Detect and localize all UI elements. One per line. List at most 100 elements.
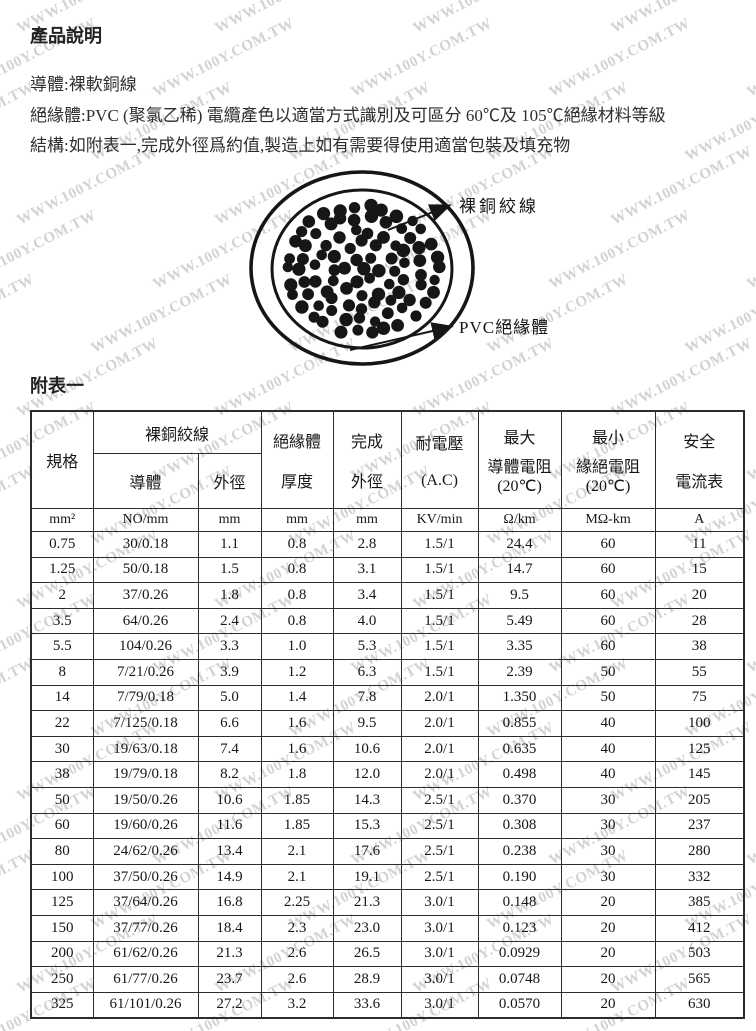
table-cell: 0.75 xyxy=(30,531,94,558)
copper-strand xyxy=(404,232,417,244)
table-cell: 19/50/0.26 xyxy=(92,786,199,814)
copper-strand xyxy=(369,239,382,252)
table-cell: 200 xyxy=(30,940,94,968)
header-row-2: 導體 外徑 xyxy=(31,453,744,509)
table-cell: 6.3 xyxy=(332,658,402,686)
table-cell: 3.1 xyxy=(332,556,402,584)
copper-strand xyxy=(389,209,404,224)
copper-strand xyxy=(415,279,427,291)
copper-strand xyxy=(412,241,426,255)
table-row: 60 19/60/0.26 11.6 1.85 15.3 2.5/1 0.308 30 237 xyxy=(30,812,745,840)
table-row: 3.5 64/0.26 2.4 0.8 4.0 1.5/1 5.49 60 28 xyxy=(30,607,745,635)
copper-strand xyxy=(403,293,416,307)
copper-strand xyxy=(379,216,393,229)
table-row: 80 24/62/0.26 13.4 2.1 17.6 2.5/1 0.238 30 280 xyxy=(30,838,745,865)
copper-strand xyxy=(298,276,311,288)
table-cell: 14 xyxy=(30,684,94,712)
table-cell: 20 xyxy=(560,940,656,968)
cable-cross-section-diagram: 裸銅絞線 PVC絕緣體 xyxy=(249,170,548,366)
table-cell: 30 xyxy=(560,863,656,891)
table-cell: 22 xyxy=(30,710,94,737)
copper-strand xyxy=(357,262,371,276)
table-cell: 1.6 xyxy=(260,735,334,763)
table-cell: 0.370 xyxy=(477,786,562,814)
description-line: 導體:裸軟銅線 xyxy=(30,75,137,94)
copper-strand xyxy=(320,239,332,252)
table-cell: 412 xyxy=(654,914,745,942)
table-cell: 2.39 xyxy=(477,658,562,686)
table-row: 325 61/101/0.26 27.2 3.2 33.6 3.0/1 0.0570 20 63… xyxy=(30,991,745,1019)
table-cell: 3.35 xyxy=(477,633,562,660)
table-cell: 7/79/0.18 xyxy=(92,684,199,712)
header-row-1: 規格 裸銅絞線 絕緣體 厚度 完成 外徑 xyxy=(30,410,745,509)
table-cell: 50 xyxy=(560,658,656,686)
table-cell: 325 xyxy=(30,991,94,1019)
copper-strand xyxy=(328,264,341,276)
table-cell: 0.238 xyxy=(477,838,562,865)
units-row: mm² NO/mm mm mm mm KV/min Ω/km MΩ-km A xyxy=(30,508,745,532)
table-cell: 19/79/0.18 xyxy=(92,761,199,788)
copper-strand xyxy=(364,272,375,284)
table-cell: 21.3 xyxy=(197,940,262,968)
copper-strand xyxy=(333,204,347,218)
table-cell: 125 xyxy=(654,735,745,763)
table-cell: 37/77/0.26 xyxy=(92,914,199,942)
table-cell: 1.5/1 xyxy=(400,582,479,609)
table-cell: 30 xyxy=(560,812,656,840)
table-cell: 14.9 xyxy=(197,863,262,891)
table-cell: 2 xyxy=(30,582,94,609)
table-cell: 2.25 xyxy=(260,889,334,916)
col-label: 外徑 xyxy=(351,474,384,491)
unit-cell: mm xyxy=(197,508,262,532)
col-insulation-thickness: 絕緣體 厚度 xyxy=(260,410,334,509)
table-cell: 2.1 xyxy=(260,838,334,865)
table-cell: 21.3 xyxy=(332,889,402,916)
table-cell: 0.8 xyxy=(260,582,334,609)
copper-strand xyxy=(364,209,379,223)
col-withstand-voltage: 耐電壓 (A.C) xyxy=(400,410,479,509)
table-cell: 280 xyxy=(654,838,745,865)
table-cell: 630 xyxy=(654,991,745,1019)
copper-strand xyxy=(284,253,295,265)
table-cell: 5.5 xyxy=(30,633,94,660)
table-cell: 6.6 xyxy=(197,710,262,737)
copper-strand xyxy=(282,261,293,273)
col-spec: 規格 xyxy=(30,410,94,509)
table-cell: 37/0.26 xyxy=(92,582,199,609)
table-body: 0.75 30/0.18 1.1 0.8 2.8 1.5/1 24.4 60 11 1.25 50/… xyxy=(30,531,745,1019)
copper-strand-dots xyxy=(282,198,446,339)
core-arrow xyxy=(387,204,452,231)
copper-strand xyxy=(350,253,363,267)
table-cell: 125 xyxy=(30,889,94,916)
col-conductor-od: 外徑 xyxy=(197,453,262,509)
col-label: 絕緣體 xyxy=(273,434,322,451)
table-cell: 0.635 xyxy=(477,735,562,763)
table-cell: 60 xyxy=(560,607,656,635)
copper-strand xyxy=(309,259,321,270)
unit-cell: A xyxy=(654,508,745,532)
copper-strand xyxy=(430,250,445,264)
table-cell: 2.1 xyxy=(260,863,334,891)
table-header: 規格 裸銅絞線 絕緣體 厚度 完成 外徑 xyxy=(30,410,745,532)
copper-strand xyxy=(316,315,329,328)
col-min-insulation-resistance: 最小 緣絕電阻 (20℃) xyxy=(560,410,656,509)
description-line: 絕緣體:PVC (聚氯乙稀) 電纜產色以適當方式識別及可區分 60℃及 105℃… xyxy=(30,106,666,125)
unit-cell: NO/mm xyxy=(92,508,199,532)
table-cell: 50/0.18 xyxy=(92,556,199,584)
pvc-insulation-ring xyxy=(249,170,475,366)
table-cell: 14.3 xyxy=(332,786,402,814)
table-cell: 1.85 xyxy=(260,812,334,840)
table-cell: 8.2 xyxy=(197,761,262,788)
table-cell: 2.4 xyxy=(197,607,262,635)
col-label: 最大 xyxy=(503,429,536,447)
table-cell: 1.8 xyxy=(197,582,262,609)
copper-strand xyxy=(361,227,374,240)
table-cell: 50 xyxy=(560,684,656,712)
table-cell: 10.6 xyxy=(332,735,402,763)
copper-strand xyxy=(317,207,331,221)
description-line: 結構:如附表一,完成外徑爲約值,製造上如有需要得使用適當包裝及填充物 xyxy=(30,136,571,155)
copper-strand xyxy=(284,278,298,292)
copper-strand xyxy=(351,224,362,236)
copper-strand xyxy=(415,269,427,281)
table-cell: 20 xyxy=(560,991,656,1019)
